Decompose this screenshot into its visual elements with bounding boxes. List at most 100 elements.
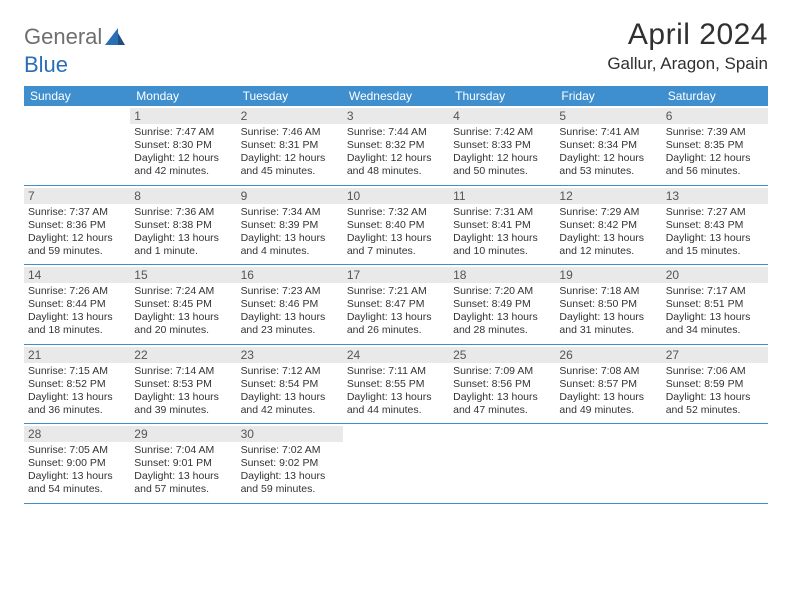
day-number: 26 (555, 347, 661, 363)
sunset-text: Sunset: 8:53 PM (134, 378, 232, 391)
day2-text: and 47 minutes. (453, 404, 551, 417)
brand-part1: General (24, 24, 102, 49)
day1-text: Daylight: 13 hours (453, 232, 551, 245)
sunrise-text: Sunrise: 7:14 AM (134, 365, 232, 378)
calendar-row: 14Sunrise: 7:26 AMSunset: 8:44 PMDayligh… (24, 265, 768, 345)
day-number: 8 (130, 188, 236, 204)
day2-text: and 1 minute. (134, 245, 232, 258)
day1-text: Daylight: 12 hours (134, 152, 232, 165)
sunset-text: Sunset: 8:56 PM (453, 378, 551, 391)
sunrise-text: Sunrise: 7:34 AM (241, 206, 339, 219)
sunset-text: Sunset: 8:43 PM (666, 219, 764, 232)
sunset-text: Sunset: 9:00 PM (28, 457, 126, 470)
day-number: 27 (662, 347, 768, 363)
day2-text: and 20 minutes. (134, 324, 232, 337)
sail-icon (105, 26, 125, 52)
day-number: 21 (24, 347, 130, 363)
day1-text: Daylight: 13 hours (241, 232, 339, 245)
day2-text: and 54 minutes. (28, 483, 126, 496)
day2-text: and 10 minutes. (453, 245, 551, 258)
sunset-text: Sunset: 8:55 PM (347, 378, 445, 391)
day2-text: and 34 minutes. (666, 324, 764, 337)
sunrise-text: Sunrise: 7:27 AM (666, 206, 764, 219)
day1-text: Daylight: 13 hours (28, 391, 126, 404)
day1-text: Daylight: 12 hours (241, 152, 339, 165)
sunset-text: Sunset: 8:49 PM (453, 298, 551, 311)
day1-text: Daylight: 13 hours (666, 232, 764, 245)
day2-text: and 49 minutes. (559, 404, 657, 417)
day2-text: and 59 minutes. (28, 245, 126, 258)
day-number: 11 (449, 188, 555, 204)
day1-text: Daylight: 13 hours (134, 470, 232, 483)
day1-text: Daylight: 13 hours (28, 311, 126, 324)
day1-text: Daylight: 13 hours (559, 391, 657, 404)
calendar-cell: 4Sunrise: 7:42 AMSunset: 8:33 PMDaylight… (449, 106, 555, 185)
sunset-text: Sunset: 8:46 PM (241, 298, 339, 311)
sunrise-text: Sunrise: 7:47 AM (134, 126, 232, 139)
day2-text: and 36 minutes. (28, 404, 126, 417)
calendar-cell: 30Sunrise: 7:02 AMSunset: 9:02 PMDayligh… (237, 424, 343, 504)
weekday-header: Sunday Monday Tuesday Wednesday Thursday… (24, 86, 768, 106)
day-number: 2 (237, 108, 343, 124)
day-number: 20 (662, 267, 768, 283)
calendar-cell: 20Sunrise: 7:17 AMSunset: 8:51 PMDayligh… (662, 265, 768, 345)
day1-text: Daylight: 13 hours (347, 232, 445, 245)
sunrise-text: Sunrise: 7:18 AM (559, 285, 657, 298)
calendar-page: GeneralBlue April 2024 Gallur, Aragon, S… (0, 0, 792, 504)
day1-text: Daylight: 12 hours (28, 232, 126, 245)
sunset-text: Sunset: 8:36 PM (28, 219, 126, 232)
day2-text: and 23 minutes. (241, 324, 339, 337)
day1-text: Daylight: 13 hours (453, 391, 551, 404)
day-number: 24 (343, 347, 449, 363)
weekday-thu: Thursday (449, 86, 555, 106)
calendar-row: 21Sunrise: 7:15 AMSunset: 8:52 PMDayligh… (24, 344, 768, 424)
calendar-cell: 27Sunrise: 7:06 AMSunset: 8:59 PMDayligh… (662, 344, 768, 424)
day-number: 4 (449, 108, 555, 124)
sunrise-text: Sunrise: 7:20 AM (453, 285, 551, 298)
sunrise-text: Sunrise: 7:15 AM (28, 365, 126, 378)
calendar-cell: 24Sunrise: 7:11 AMSunset: 8:55 PMDayligh… (343, 344, 449, 424)
day-number: 29 (130, 426, 236, 442)
weekday-sun: Sunday (24, 86, 130, 106)
calendar-cell: 13Sunrise: 7:27 AMSunset: 8:43 PMDayligh… (662, 185, 768, 265)
day-number: 5 (555, 108, 661, 124)
calendar-cell: 10Sunrise: 7:32 AMSunset: 8:40 PMDayligh… (343, 185, 449, 265)
day1-text: Daylight: 13 hours (134, 232, 232, 245)
calendar-cell: 7Sunrise: 7:37 AMSunset: 8:36 PMDaylight… (24, 185, 130, 265)
calendar-cell: 6Sunrise: 7:39 AMSunset: 8:35 PMDaylight… (662, 106, 768, 185)
day1-text: Daylight: 13 hours (453, 311, 551, 324)
header: GeneralBlue April 2024 Gallur, Aragon, S… (24, 18, 768, 78)
calendar-cell: 26Sunrise: 7:08 AMSunset: 8:57 PMDayligh… (555, 344, 661, 424)
calendar-cell: 19Sunrise: 7:18 AMSunset: 8:50 PMDayligh… (555, 265, 661, 345)
day-number: 7 (24, 188, 130, 204)
day-number: 18 (449, 267, 555, 283)
day1-text: Daylight: 13 hours (28, 470, 126, 483)
month-title: April 2024 (607, 18, 768, 52)
day2-text: and 42 minutes. (134, 165, 232, 178)
calendar-cell: 5Sunrise: 7:41 AMSunset: 8:34 PMDaylight… (555, 106, 661, 185)
day1-text: Daylight: 13 hours (134, 311, 232, 324)
calendar-cell: 16Sunrise: 7:23 AMSunset: 8:46 PMDayligh… (237, 265, 343, 345)
sunset-text: Sunset: 8:54 PM (241, 378, 339, 391)
calendar-cell: 28Sunrise: 7:05 AMSunset: 9:00 PMDayligh… (24, 424, 130, 504)
day2-text: and 7 minutes. (347, 245, 445, 258)
weekday-tue: Tuesday (237, 86, 343, 106)
day2-text: and 48 minutes. (347, 165, 445, 178)
sunset-text: Sunset: 8:50 PM (559, 298, 657, 311)
location-label: Gallur, Aragon, Spain (607, 54, 768, 74)
day-number: 14 (24, 267, 130, 283)
sunrise-text: Sunrise: 7:29 AM (559, 206, 657, 219)
day-number: 23 (237, 347, 343, 363)
day1-text: Daylight: 13 hours (559, 311, 657, 324)
day2-text: and 12 minutes. (559, 245, 657, 258)
sunset-text: Sunset: 8:34 PM (559, 139, 657, 152)
sunrise-text: Sunrise: 7:46 AM (241, 126, 339, 139)
calendar-cell: 22Sunrise: 7:14 AMSunset: 8:53 PMDayligh… (130, 344, 236, 424)
sunset-text: Sunset: 8:33 PM (453, 139, 551, 152)
day1-text: Daylight: 12 hours (559, 152, 657, 165)
sunrise-text: Sunrise: 7:05 AM (28, 444, 126, 457)
sunrise-text: Sunrise: 7:32 AM (347, 206, 445, 219)
calendar-cell (24, 106, 130, 185)
day-number: 12 (555, 188, 661, 204)
calendar-cell: 25Sunrise: 7:09 AMSunset: 8:56 PMDayligh… (449, 344, 555, 424)
